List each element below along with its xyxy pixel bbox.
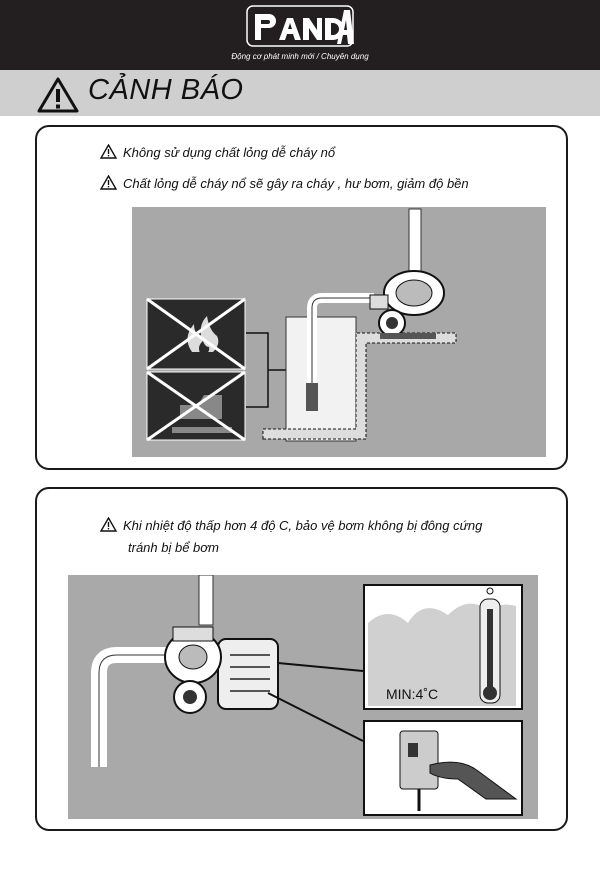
warning-triangle-icon xyxy=(37,77,79,113)
flammable-note-1: Không sử dụng chất lỏng dễ cháy nổ xyxy=(100,144,335,160)
warning-triangle-icon xyxy=(100,144,117,159)
thermometer-panel: MIN:4˚C xyxy=(363,584,523,710)
header-bar: Động cơ phát minh mới / Chuyên dụng xyxy=(0,0,600,70)
flammable-note-1-text: Không sử dụng chất lỏng dễ cháy nổ xyxy=(123,145,336,160)
pump-icon xyxy=(164,626,279,714)
freezing-note-2: tránh bị bể bơm xyxy=(128,540,219,555)
flammable-note-2-text: Chất lỏng dễ cháy nổ sẽ gây ra cháy , hư… xyxy=(123,176,469,191)
flammable-liquid-illustration xyxy=(60,207,548,457)
brand-logo xyxy=(246,5,354,47)
no-fire-icon xyxy=(146,297,246,371)
brand-tagline: Động cơ phát minh mới / Chuyên dụng xyxy=(231,52,369,61)
freezing-note-1: Khi nhiệt độ thấp hơn 4 độ C, bảo vệ bơm… xyxy=(100,517,482,533)
freezing-note-1-text: Khi nhiệt độ thấp hơn 4 độ C, bảo vệ bơm… xyxy=(123,518,483,533)
warning-band: CẢNH BÁO xyxy=(0,70,600,116)
pump-icon xyxy=(369,270,445,339)
warning-triangle-icon xyxy=(100,517,117,532)
warning-title: CẢNH BÁO xyxy=(88,74,244,106)
switch-panel xyxy=(363,720,523,816)
no-chemical-icon xyxy=(146,370,246,442)
warning-triangle-icon xyxy=(100,175,117,190)
freezing-illustration: MIN:4˚C xyxy=(68,575,538,819)
flammable-note-2: Chất lỏng dễ cháy nổ sẽ gây ra cháy , hư… xyxy=(100,175,469,191)
thermometer-label: MIN:4˚C xyxy=(386,686,438,702)
